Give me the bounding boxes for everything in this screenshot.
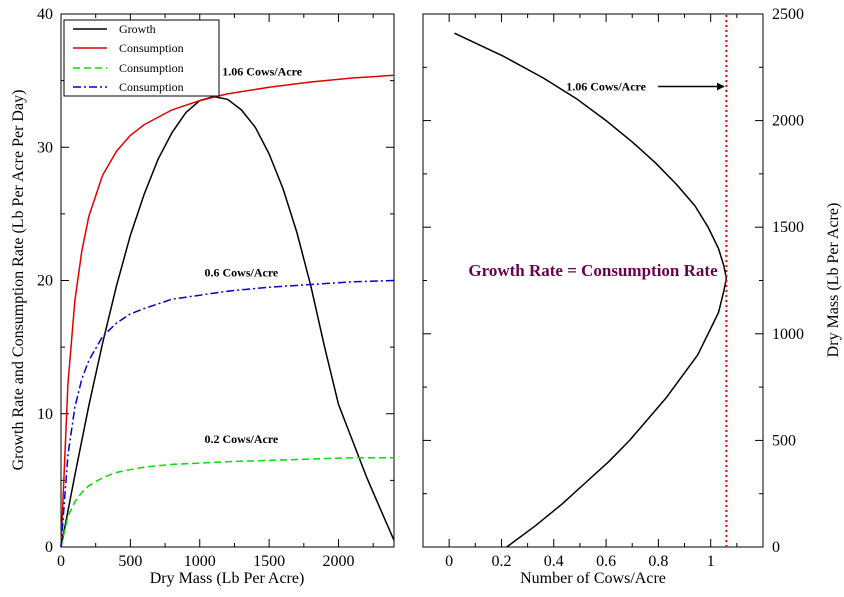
x-tick-label: 1 bbox=[707, 553, 715, 570]
y-tick-label: 40 bbox=[37, 6, 53, 23]
x-tick-label: 500 bbox=[118, 553, 142, 570]
legend-label-consumption-mid: Consumption bbox=[119, 80, 184, 94]
series-line-3 bbox=[60, 279, 395, 548]
legend-item-consumption-low: Consumption bbox=[73, 61, 184, 75]
legend-label-consumption-high: Consumption bbox=[119, 41, 184, 55]
y-tick-label: 1500 bbox=[772, 219, 804, 236]
right-plot-frame bbox=[422, 13, 764, 548]
left-annotations: 1.06 Cows/Acre 0.6 Cows/Acre 0.2 Cows/Acre bbox=[204, 64, 302, 446]
right-ticks: 0 0.2 0.4 0.6 0.8 1 0 500 1000 1500 2000 2500 bbox=[423, 6, 804, 570]
left-series bbox=[60, 74, 395, 548]
y-tick-label: 2500 bbox=[772, 6, 804, 23]
y-tick-label: 30 bbox=[37, 139, 53, 156]
series-line-0 bbox=[60, 95, 395, 548]
right-annotations: 1.06 Cows/Acre Growth Rate = Consumption … bbox=[468, 79, 725, 280]
x-tick-label: 0.8 bbox=[648, 553, 668, 570]
left-ticks: 0 500 1000 1500 2000 0 10 20 30 40 bbox=[37, 6, 394, 570]
series-line-1 bbox=[60, 74, 395, 548]
legend-item-consumption-mid: Consumption bbox=[73, 80, 184, 94]
legend-label-consumption-low: Consumption bbox=[119, 61, 184, 75]
x-tick-label: 2000 bbox=[323, 553, 355, 570]
right-x-axis-label: Number of Cows/Acre bbox=[520, 570, 666, 587]
y-tick-label: 0 bbox=[772, 539, 780, 556]
y-tick-label: 500 bbox=[772, 432, 796, 449]
legend-box bbox=[63, 19, 220, 97]
y-tick-label: 10 bbox=[37, 406, 53, 423]
right-chart: 0 0.2 0.4 0.6 0.8 1 0 500 1000 1500 2000 2500 1.06 … bbox=[422, 6, 842, 587]
legend: Growth Consumption Consumption Consumpti… bbox=[63, 19, 220, 97]
left-chart: 0 500 1000 1500 2000 0 10 20 30 40 1.06 Cows/Acre… bbox=[10, 6, 395, 587]
legend-item-growth: Growth bbox=[73, 22, 156, 36]
left-x-axis-label: Dry Mass (Lb Per Acre) bbox=[150, 570, 305, 587]
x-tick-label: 1500 bbox=[253, 553, 285, 570]
right-y-axis-label: Dry Mass (Lb Per Acre) bbox=[825, 203, 842, 358]
x-tick-label: 0.4 bbox=[544, 553, 564, 570]
legend-label-growth: Growth bbox=[119, 22, 156, 36]
legend-item-consumption-high: Consumption bbox=[73, 41, 184, 55]
series-line-2 bbox=[60, 456, 394, 548]
cows-limit-label: 1.06 Cows/Acre bbox=[566, 79, 646, 93]
equilibrium-curve bbox=[454, 32, 728, 548]
right-series bbox=[454, 14, 728, 548]
y-tick-label: 1000 bbox=[772, 326, 804, 343]
cows-per-acre-label: 0.2 Cows/Acre bbox=[204, 432, 278, 446]
cows-per-acre-label: 0.6 Cows/Acre bbox=[204, 266, 278, 280]
x-tick-label: 0 bbox=[57, 553, 65, 570]
left-y-axis-label: Growth Rate and Consumption Rate (Lb Per… bbox=[10, 90, 27, 471]
x-tick-label: 0.6 bbox=[596, 553, 616, 570]
x-tick-label: 1000 bbox=[184, 553, 216, 570]
x-tick-label: 0 bbox=[445, 553, 453, 570]
y-tick-label: 2000 bbox=[772, 113, 804, 130]
y-tick-label: 0 bbox=[45, 539, 53, 556]
x-tick-label: 0.2 bbox=[491, 553, 511, 570]
equilibrium-label: Growth Rate = Consumption Rate bbox=[468, 261, 718, 280]
cows-per-acre-label: 1.06 Cows/Acre bbox=[222, 64, 302, 78]
y-tick-label: 20 bbox=[37, 273, 53, 290]
